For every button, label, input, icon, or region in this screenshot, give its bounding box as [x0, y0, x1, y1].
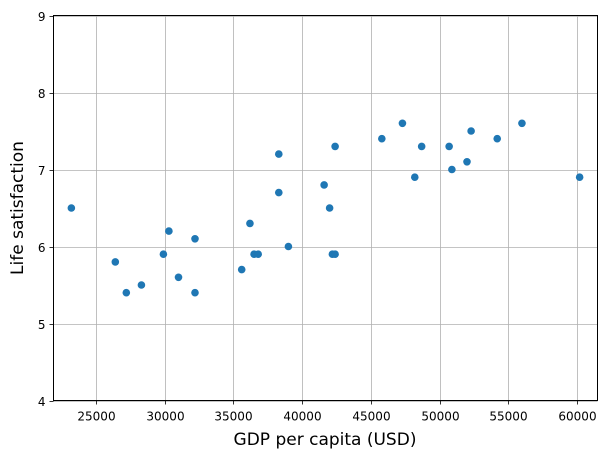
- data-point: [378, 134, 386, 143]
- x-axis-ticks: 25000 30000 35000 40000 45000 50000 55000 60000: [77, 400, 597, 424]
- data-point: [137, 281, 146, 289]
- data-point: [246, 219, 254, 228]
- data-point: [398, 119, 407, 128]
- plot-frame: [53, 15, 598, 401]
- data-point: [331, 250, 339, 258]
- data-point: [274, 188, 283, 197]
- y-tick-label: 9: [38, 10, 46, 24]
- data-point: [111, 258, 120, 266]
- x-tick-label: 45000: [352, 410, 390, 424]
- data-point: [254, 250, 262, 258]
- y-tick-label: 8: [38, 87, 46, 101]
- data-point: [320, 181, 328, 189]
- data-point: [274, 150, 283, 158]
- x-tick-label: 50000: [421, 410, 459, 424]
- data-point: [67, 204, 76, 212]
- x-tick-label: 25000: [77, 410, 115, 424]
- y-axis-label: Life satisfaction: [8, 141, 28, 275]
- data-point: [493, 134, 502, 143]
- data-point: [325, 204, 334, 212]
- data-point: [575, 173, 584, 181]
- data-point: [445, 142, 453, 151]
- x-tick-label: 55000: [489, 410, 527, 424]
- grid-lines: [53, 15, 598, 402]
- x-tick-label: 40000: [283, 410, 321, 424]
- x-axis-label: GDP per capita (USD): [234, 430, 417, 450]
- data-point: [284, 242, 293, 251]
- data-point: [417, 142, 426, 151]
- data-points: [67, 119, 584, 297]
- x-tick-label: 35000: [214, 410, 252, 424]
- data-point: [174, 273, 183, 282]
- y-tick-label: 4: [38, 395, 46, 409]
- data-point: [191, 288, 199, 297]
- x-tick-label: 60000: [558, 410, 596, 424]
- data-point: [463, 158, 471, 166]
- x-tick-label: 30000: [146, 410, 184, 424]
- data-point: [518, 119, 526, 128]
- data-point: [467, 127, 475, 135]
- data-point: [122, 288, 131, 297]
- data-point: [410, 173, 419, 181]
- data-point: [448, 165, 456, 174]
- data-point: [237, 265, 246, 274]
- y-tick-label: 6: [38, 241, 46, 255]
- data-point: [159, 250, 168, 258]
- data-point: [331, 142, 339, 151]
- y-tick-label: 5: [38, 318, 46, 332]
- data-point: [165, 227, 173, 235]
- y-tick-label: 7: [38, 164, 46, 178]
- y-axis-ticks: 4 5 6 7 8 9: [38, 10, 54, 409]
- data-point: [191, 235, 199, 243]
